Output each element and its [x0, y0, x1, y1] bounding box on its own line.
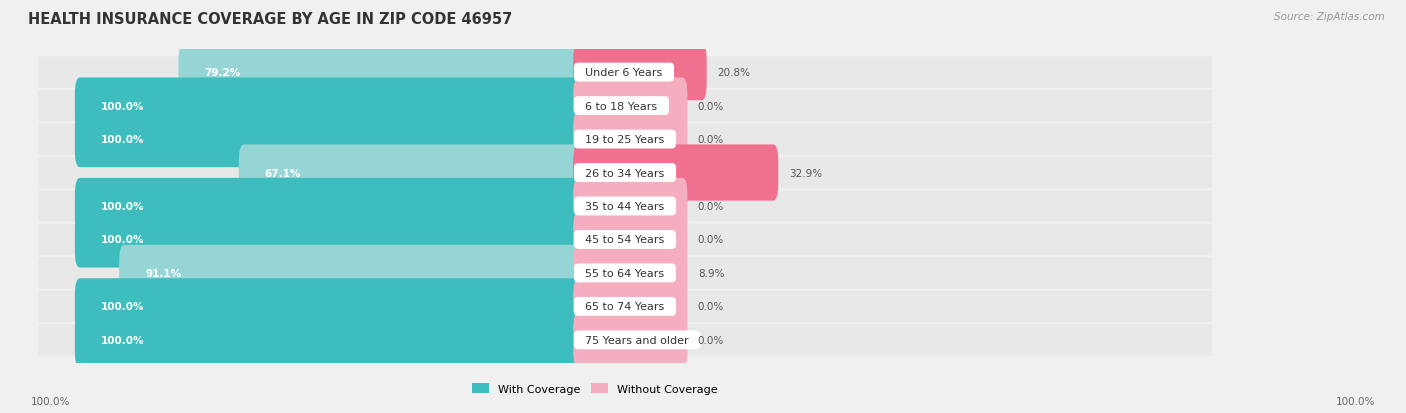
FancyBboxPatch shape	[574, 78, 688, 134]
FancyBboxPatch shape	[75, 279, 583, 335]
FancyBboxPatch shape	[38, 224, 1212, 256]
Text: 26 to 34 Years: 26 to 34 Years	[578, 168, 672, 178]
Text: 79.2%: 79.2%	[204, 68, 240, 78]
FancyBboxPatch shape	[574, 312, 688, 368]
Text: 32.9%: 32.9%	[789, 168, 823, 178]
Text: 6 to 18 Years: 6 to 18 Years	[578, 101, 665, 112]
FancyBboxPatch shape	[574, 212, 688, 268]
FancyBboxPatch shape	[38, 258, 1212, 289]
FancyBboxPatch shape	[38, 57, 1212, 89]
Text: 100.0%: 100.0%	[1336, 396, 1375, 406]
Text: 100.0%: 100.0%	[101, 301, 145, 312]
Text: 0.0%: 0.0%	[697, 202, 724, 211]
Text: 55 to 64 Years: 55 to 64 Years	[578, 268, 672, 278]
Text: 8.9%: 8.9%	[697, 268, 724, 278]
Text: 67.1%: 67.1%	[264, 168, 301, 178]
FancyBboxPatch shape	[574, 145, 779, 201]
Text: 100.0%: 100.0%	[101, 135, 145, 145]
Text: Source: ZipAtlas.com: Source: ZipAtlas.com	[1274, 12, 1385, 22]
Text: 100.0%: 100.0%	[101, 202, 145, 211]
FancyBboxPatch shape	[574, 178, 688, 235]
Text: Under 6 Years: Under 6 Years	[578, 68, 669, 78]
Text: 19 to 25 Years: 19 to 25 Years	[578, 135, 672, 145]
Text: 0.0%: 0.0%	[697, 135, 724, 145]
Text: 0.0%: 0.0%	[697, 301, 724, 312]
FancyBboxPatch shape	[75, 178, 583, 235]
FancyBboxPatch shape	[38, 324, 1212, 356]
FancyBboxPatch shape	[75, 212, 583, 268]
FancyBboxPatch shape	[75, 78, 583, 134]
FancyBboxPatch shape	[38, 291, 1212, 323]
FancyBboxPatch shape	[38, 191, 1212, 222]
Text: 45 to 54 Years: 45 to 54 Years	[578, 235, 672, 245]
FancyBboxPatch shape	[574, 245, 688, 301]
Text: 100.0%: 100.0%	[31, 396, 70, 406]
FancyBboxPatch shape	[75, 312, 583, 368]
Text: 0.0%: 0.0%	[697, 335, 724, 345]
Text: 35 to 44 Years: 35 to 44 Years	[578, 202, 672, 211]
FancyBboxPatch shape	[38, 90, 1212, 122]
FancyBboxPatch shape	[574, 45, 707, 101]
FancyBboxPatch shape	[38, 124, 1212, 155]
Text: 20.8%: 20.8%	[717, 68, 749, 78]
FancyBboxPatch shape	[574, 112, 688, 168]
FancyBboxPatch shape	[120, 245, 583, 301]
FancyBboxPatch shape	[574, 279, 688, 335]
FancyBboxPatch shape	[75, 112, 583, 168]
FancyBboxPatch shape	[239, 145, 583, 201]
Text: 100.0%: 100.0%	[101, 335, 145, 345]
Text: 0.0%: 0.0%	[697, 235, 724, 245]
FancyBboxPatch shape	[38, 157, 1212, 189]
Text: 65 to 74 Years: 65 to 74 Years	[578, 301, 672, 312]
Text: 91.1%: 91.1%	[145, 268, 181, 278]
FancyBboxPatch shape	[179, 45, 583, 101]
Text: 100.0%: 100.0%	[101, 235, 145, 245]
Text: 75 Years and older: 75 Years and older	[578, 335, 696, 345]
Text: HEALTH INSURANCE COVERAGE BY AGE IN ZIP CODE 46957: HEALTH INSURANCE COVERAGE BY AGE IN ZIP …	[28, 12, 512, 27]
Text: 100.0%: 100.0%	[101, 101, 145, 112]
Text: 0.0%: 0.0%	[697, 101, 724, 112]
Legend: With Coverage, Without Coverage: With Coverage, Without Coverage	[468, 379, 723, 399]
